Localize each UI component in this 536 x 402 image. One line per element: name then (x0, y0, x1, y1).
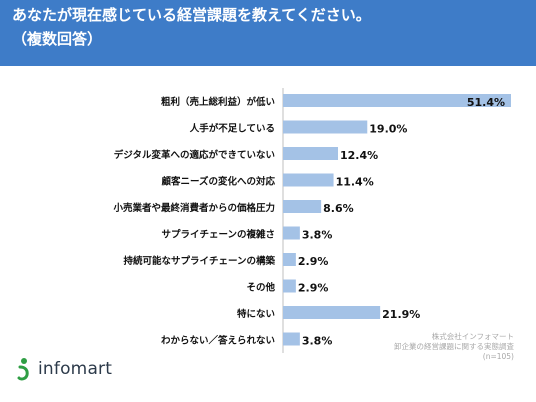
category-label-5: サプライチェーンの複雑さ (161, 229, 275, 241)
chart-panel: 粗利（売上総利益）が低い 51.4% 人手が不足している 19.0% デジタル変革への適… (0, 66, 536, 402)
category-label-0: 粗利（売上総利益）が低い (161, 96, 275, 108)
bar-7 (283, 279, 296, 293)
source-line-sample: (n=105) (482, 352, 514, 361)
category-label-2: デジタル変革への適応ができていない (114, 149, 275, 161)
category-label-3: 顧客ニーズの変化への対応 (161, 176, 275, 188)
source-line-survey: 卸企業の経営課題に関する実態調査 (394, 342, 514, 351)
bar-4 (283, 200, 322, 213)
source-line-company: 株式会社インフォマート (431, 332, 514, 341)
value-label-9: 3.8% (302, 335, 333, 348)
value-label-7: 2.9% (298, 282, 329, 295)
page-subtitle: （複数回答） (12, 30, 103, 48)
company-logo: infomart (16, 356, 112, 382)
value-label-2: 12.4% (340, 149, 378, 162)
logo-text: infomart (38, 359, 113, 379)
bar-9 (283, 332, 300, 346)
bar-1 (283, 120, 368, 134)
category-label-7: その他 (246, 282, 275, 294)
category-label-4: 小売業者や最終消費者からの価格圧力 (112, 202, 275, 214)
bar-6 (283, 253, 296, 266)
value-label-5: 3.8% (302, 229, 333, 242)
category-label-9: わからない／答えられない (161, 335, 275, 347)
source-note: 株式会社インフォマート 卸企業の経営課題に関する実態調査 (n=105) (394, 332, 514, 362)
category-label-6: 持続可能なサプライチェーンの構築 (123, 255, 275, 267)
value-label-3: 11.4% (336, 176, 374, 189)
bar-0 (283, 94, 511, 107)
bar-chart: 粗利（売上総利益）が低い 51.4% 人手が不足している 19.0% デジタル変革への適… (112, 88, 511, 353)
value-label-0: 51.4% (467, 96, 505, 109)
value-label-4: 8.6% (323, 202, 354, 215)
category-label-1: 人手が不足している (190, 123, 275, 135)
header: あなたが現在感じている経営課題を教えてください。 （複数回答） (0, 0, 536, 62)
bar-2 (283, 147, 339, 160)
value-label-6: 2.9% (298, 255, 329, 268)
category-label-8: 特にない (237, 308, 275, 320)
bar-3 (283, 173, 334, 187)
bar-8 (283, 306, 381, 319)
value-label-8: 21.9% (382, 308, 420, 321)
page-title: あなたが現在感じている経営課題を教えてください。 (12, 6, 371, 24)
value-label-1: 19.0% (369, 123, 407, 136)
infomart-logo-icon (17, 358, 29, 381)
bar-5 (283, 226, 300, 240)
